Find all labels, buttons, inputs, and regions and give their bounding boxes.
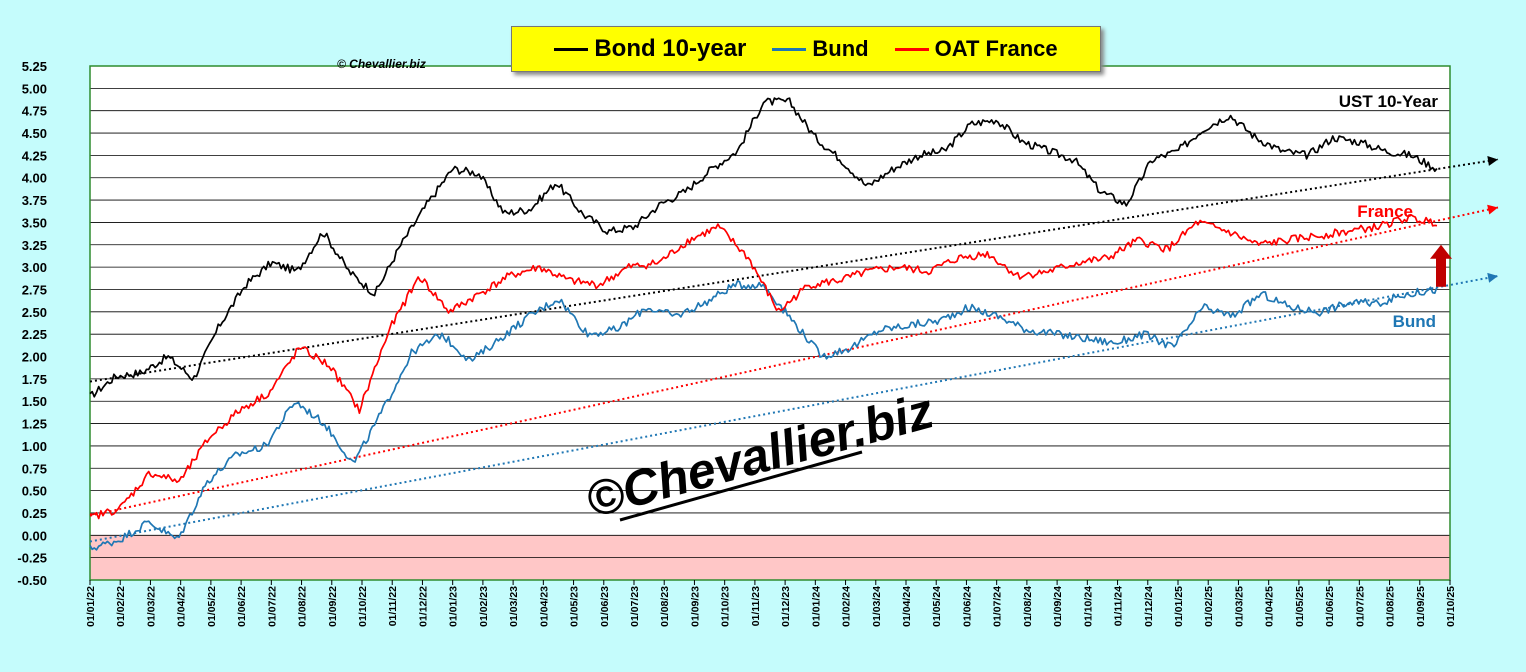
legend-label-bond-10-year: Bond 10-year [594,35,747,62]
ust-label: UST 10-Year [1339,92,1439,111]
y-tick-label: 3.75 [22,193,47,208]
y-tick-label: 2.00 [22,350,47,365]
y-tick-label: 2.75 [22,282,47,297]
y-tick-label: 5.00 [22,81,47,96]
x-tick-label: 01/10/23 [720,586,732,627]
series-line [89,97,1438,398]
legend-label-oat-france: OAT France [934,36,1058,61]
x-tick-label: 01/01/25 [1173,586,1185,627]
x-tick-label: 01/05/25 [1294,586,1306,627]
x-tick-label: 01/07/25 [1354,586,1366,627]
x-tick-label: 01/06/23 [599,586,611,627]
legend-swatch-black [554,47,589,51]
y-tick-label: 1.50 [22,394,47,409]
y-tick-label: 5.25 [22,59,47,74]
x-tick-label: 01/09/22 [327,586,339,627]
x-tick-label: 01/06/25 [1324,586,1336,627]
y-tick-label: 0.75 [22,461,47,476]
y-tick-label: 4.75 [22,104,47,119]
x-tick-label: 01/03/25 [1233,586,1245,627]
y-tick-label: 3.25 [22,238,47,253]
series-line [89,213,1438,520]
x-tick-label: 01/10/22 [357,586,369,627]
x-tick-label: 01/04/23 [538,586,550,627]
series-line [89,280,1438,551]
y-tick-label: 0.50 [22,484,47,499]
y-tick-label: -0.50 [17,573,47,588]
x-tick-label: 01/01/23 [448,586,460,627]
x-tick-label: 01/02/25 [1203,586,1215,627]
y-tick-label: 4.50 [22,126,47,141]
y-tick-label: 3.00 [22,260,47,275]
bund-label: Bund [1393,312,1436,331]
y-tick-label: 0.25 [22,506,47,521]
y-tick-label: 2.50 [22,305,47,320]
x-tick-label: 01/05/22 [206,586,218,627]
x-tick-label: 01/08/24 [1022,586,1034,627]
x-tick-label: 01/12/23 [780,586,792,627]
x-tick-label: 01/04/24 [901,586,913,627]
x-tick-label: 01/03/22 [145,586,157,627]
x-tick-label: 01/10/25 [1445,586,1457,627]
legend-item-oat-france: OAT France [894,36,1058,62]
x-tick-label: 01/07/24 [992,586,1004,627]
watermark-underline [619,450,863,522]
y-tick-label: -0.25 [17,551,47,566]
x-tick-label: 01/09/25 [1415,586,1427,627]
trendline-arrowhead [1487,156,1498,166]
trendline [89,206,1499,517]
red-arrow-shaft [1436,256,1446,287]
x-tick-label: 01/07/22 [266,586,278,627]
x-tick-label: 01/11/22 [387,586,399,626]
legend-item-bund: Bund [772,36,869,62]
x-tick-label: 01/01/22 [85,586,97,627]
red-arrow-head [1430,244,1452,259]
x-tick-label: 01/01/24 [810,586,822,627]
x-tick-label: 01/07/23 [629,586,641,627]
x-tick-label: 01/04/25 [1264,586,1276,627]
x-tick-label: 01/08/25 [1385,586,1397,627]
x-tick-label: 01/05/23 [569,586,581,627]
x-tick-label: 01/06/22 [236,586,248,627]
y-tick-label: 1.00 [22,439,47,454]
y-tick-label: 4.00 [22,171,47,186]
x-tick-label: 01/10/24 [1082,586,1094,627]
x-tick-label: 01/11/24 [1113,586,1125,626]
y-tick-label: 1.75 [22,372,47,387]
x-tick-label: 01/05/24 [931,586,943,627]
x-tick-label: 01/06/24 [961,586,973,627]
x-tick-label: 01/08/23 [659,586,671,627]
x-tick-label: 01/11/23 [750,586,762,626]
x-tick-label: 01/04/22 [176,586,188,627]
trendline-arrowhead [1487,272,1498,283]
france-label: France [1357,202,1413,221]
legend-swatch-red [894,47,929,51]
plot-area [90,66,1450,580]
x-tick-label: 01/03/23 [508,586,520,627]
y-tick-label: 1.25 [22,417,47,432]
legend-swatch-blue [772,47,807,51]
legend-item-bond-10-year: Bond 10-year [554,35,746,63]
x-tick-label: 01/08/22 [297,586,309,627]
x-tick-label: 01/02/23 [478,586,490,627]
legend-label-bund: Bund [812,36,869,61]
x-tick-label: 01/12/24 [1143,586,1155,627]
trendline [89,274,1499,543]
y-tick-label: 4.25 [22,148,47,163]
trendline-arrowhead [1487,204,1498,215]
copyright-small: © Chevallier.biz [337,57,426,71]
y-tick-label: 2.25 [22,327,47,342]
y-tick-label: 3.50 [22,215,47,230]
x-tick-label: 01/03/24 [871,586,883,627]
y-tick-label: 0.00 [22,528,47,543]
x-tick-label: 01/02/24 [841,586,853,627]
x-tick-label: 01/09/24 [1052,586,1064,627]
x-tick-label: 01/12/22 [417,586,429,627]
x-tick-label: 01/09/23 [689,586,701,627]
legend: Bond 10-year Bund OAT France [511,26,1101,72]
x-tick-label: 01/02/22 [115,586,127,627]
